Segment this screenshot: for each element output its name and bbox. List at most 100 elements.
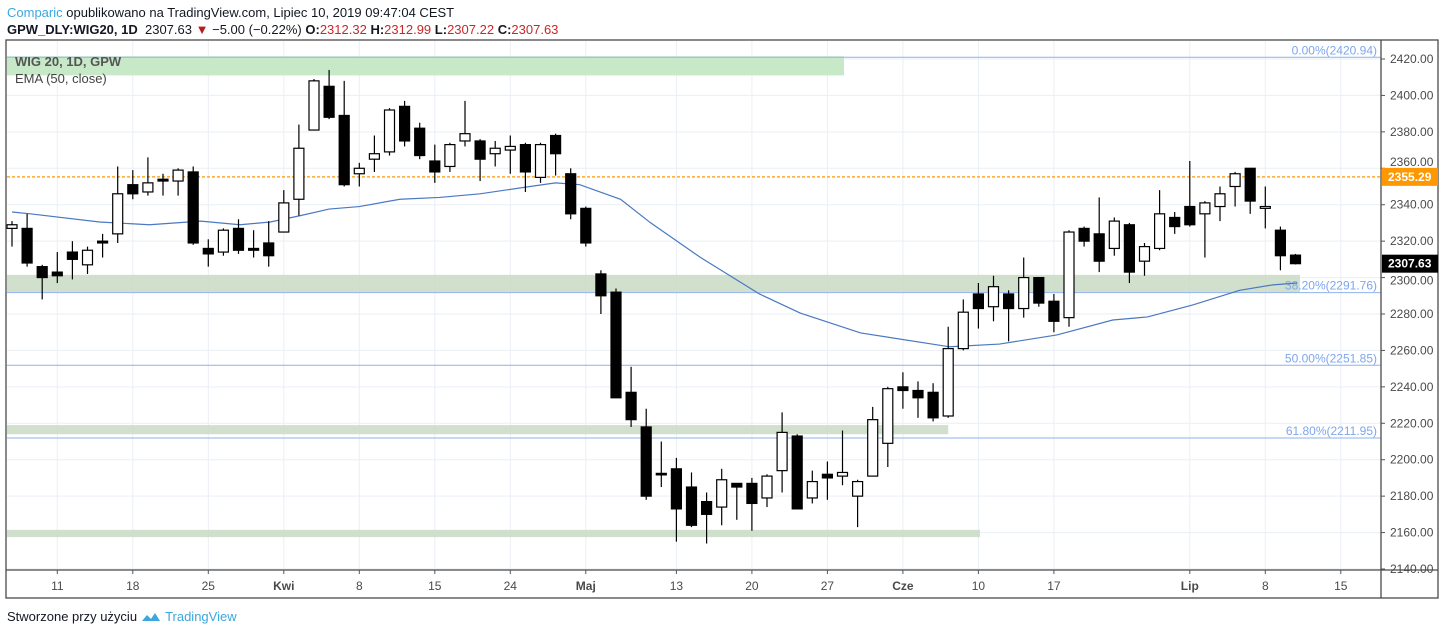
- candle-down: [127, 184, 139, 195]
- footer-text: Stworzone przy użyciu: [7, 609, 138, 624]
- time-tick-label: 15: [428, 579, 442, 593]
- candle-up: [942, 348, 954, 417]
- time-tick-label: 17: [1047, 579, 1061, 593]
- candle-down: [157, 178, 169, 182]
- legend-indicator[interactable]: EMA (50, close): [15, 71, 107, 86]
- candle-up: [851, 480, 864, 497]
- candle-down: [66, 251, 79, 260]
- candle-down: [731, 482, 743, 488]
- candle-down: [912, 389, 924, 399]
- candle-down: [700, 501, 713, 515]
- symbol-label: GPW_DLY:WIG20, 1D: [7, 22, 138, 37]
- candle-up: [957, 311, 969, 350]
- candle-down: [549, 134, 562, 155]
- time-tick-label: 27: [821, 579, 835, 593]
- candle-up: [867, 419, 879, 477]
- candle-down: [1033, 276, 1045, 304]
- low-value: 2307.22: [447, 22, 495, 37]
- candle-down: [1274, 229, 1287, 257]
- candles: [6, 69, 1302, 544]
- hline-price-label: 2355.29: [1388, 170, 1432, 184]
- candle-up: [1063, 231, 1075, 319]
- candle-up: [987, 286, 1000, 308]
- symbol-info: GPW_DLY:WIG20, 1D 2307.63 ▼ −5.00 (−0.22…: [7, 22, 558, 37]
- close-label: C:: [497, 22, 512, 37]
- price-tick-label: 2400.00: [1390, 88, 1434, 102]
- candle-down: [1184, 205, 1196, 226]
- candle-down: [610, 291, 622, 399]
- candle-down: [248, 247, 260, 251]
- last-price: 2307.63: [144, 22, 192, 37]
- time-tick-label: 8: [356, 579, 363, 593]
- time-tick-label: 13: [670, 579, 684, 593]
- candle-up: [1108, 220, 1120, 250]
- candle-down: [580, 207, 592, 244]
- high-label: H:: [370, 22, 385, 37]
- low-label: L:: [434, 22, 448, 37]
- price-change: −5.00 (−0.22%): [212, 22, 302, 37]
- close-value: 2307.63: [511, 22, 559, 37]
- candle-down: [791, 435, 803, 510]
- down-triangle-icon: ▼: [195, 22, 209, 37]
- author-link[interactable]: Comparic: [7, 5, 63, 20]
- candle-down: [972, 293, 985, 310]
- time-tick-label: Cze: [892, 579, 914, 593]
- candle-down: [1289, 254, 1302, 265]
- footer: Stworzone przy użyciu TradingView: [7, 609, 237, 624]
- candle-down: [202, 247, 214, 255]
- candle-down: [897, 386, 909, 392]
- candle-up: [716, 479, 728, 508]
- candle-up: [217, 229, 229, 253]
- candle-up: [504, 145, 516, 151]
- time-tick-label: 11: [51, 579, 64, 593]
- time-tick-label: 15: [1334, 579, 1348, 593]
- candle-up: [383, 109, 396, 153]
- candle-down: [595, 273, 607, 297]
- candle-down: [1123, 224, 1136, 273]
- time-axis[interactable]: 11 18 25 Kwi 8 15 24 Maj 13 20 27 Cze 10 17 Lip 8 15: [51, 570, 1348, 593]
- price-axis[interactable]: 2420.00 2400.00 2380.00 2360.00 2340.00 2320.…: [1381, 52, 1438, 576]
- candle-down: [1244, 167, 1256, 202]
- candle-up: [368, 153, 380, 160]
- ema-line: [11, 182, 1298, 348]
- price-tick-label: 2220.00: [1390, 416, 1434, 430]
- candle-up: [308, 80, 320, 131]
- fib-retracement[interactable]: 0.00%(2420.94) 38.20%(2291.76) 50.00%(2251…: [7, 43, 1381, 439]
- candle-down: [399, 105, 411, 142]
- candle-up: [1214, 193, 1226, 208]
- candle-up: [776, 431, 788, 472]
- candle-down: [1078, 227, 1090, 242]
- fib-level-label: 61.80%(2211.95): [1286, 424, 1377, 438]
- candle-down: [1002, 293, 1015, 310]
- price-tick-label: 2420.00: [1390, 52, 1434, 66]
- candle-down: [670, 468, 683, 510]
- candle-up: [1153, 213, 1166, 250]
- support-resistance-zone: [7, 274, 1301, 293]
- hline-price-label-bg: [1382, 167, 1438, 186]
- candle-down: [36, 266, 48, 279]
- price-tick-label: 2360.00: [1390, 155, 1434, 169]
- legend-series[interactable]: WIG 20, 1D, GPW: [15, 54, 122, 69]
- candle-up: [172, 169, 184, 182]
- candle-down: [414, 127, 426, 157]
- candle-down: [21, 227, 33, 264]
- candle-down: [821, 473, 834, 479]
- high-value: 2312.99: [384, 22, 432, 37]
- candle-down: [429, 160, 441, 173]
- last-price-label: 2307.63: [1388, 257, 1432, 271]
- zones: [7, 56, 1301, 538]
- candle-down: [625, 391, 637, 421]
- candle-up: [1229, 173, 1241, 188]
- candle-down: [1048, 300, 1060, 322]
- candle-down: [640, 426, 652, 497]
- tradingview-link[interactable]: TradingView: [165, 609, 237, 624]
- support-resistance-zone: [7, 425, 949, 435]
- candle-up: [1138, 246, 1151, 262]
- candle-down: [338, 114, 350, 186]
- candle-up: [142, 182, 154, 193]
- candle-up: [293, 147, 305, 200]
- price-tick-label: 2380.00: [1390, 125, 1434, 139]
- price-tick-label: 2180.00: [1390, 489, 1434, 503]
- time-tick-label: 24: [504, 579, 518, 593]
